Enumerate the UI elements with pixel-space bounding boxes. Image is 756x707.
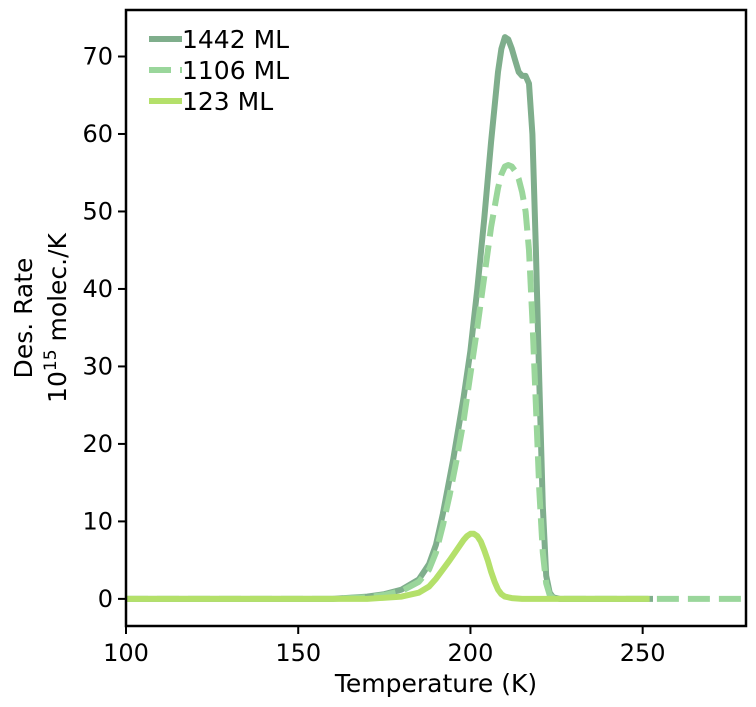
y-axis-label-exponent: 15: [41, 349, 61, 371]
y-tick-label: 70: [82, 42, 113, 70]
legend-label-3: 123 ML: [182, 87, 273, 116]
x-axis-ticks: 100 150 200 250: [103, 626, 666, 667]
legend-label-1: 1442 ML: [182, 25, 289, 54]
y-tick-label: 10: [82, 507, 113, 535]
x-tick-label: 250: [620, 639, 666, 667]
series-line-2: [126, 162, 746, 602]
legend-label-2: 1106 ML: [182, 56, 289, 85]
y-axis-label-base: 10: [43, 371, 72, 403]
x-tick-label: 100: [103, 639, 149, 667]
y-axis-label-line-2: 1015 molec./K: [41, 232, 72, 402]
plot-frame: [124, 8, 748, 628]
y-tick-label: 30: [82, 352, 113, 380]
y-tick-label: 60: [82, 120, 113, 148]
series-line-1: [126, 34, 653, 602]
x-tick-label: 150: [275, 639, 321, 667]
y-axis-label-line-1: Des. Rate: [9, 258, 38, 379]
y-tick-label: 20: [82, 430, 113, 458]
series-layer: [126, 34, 746, 602]
y-axis-label-unit: molec./K: [43, 232, 72, 349]
y-axis-ticks: 0 10 20 30 40 50 60 70: [82, 42, 126, 613]
y-tick-label: 0: [98, 585, 113, 613]
y-tick-label: 40: [82, 275, 113, 303]
series-line-3: [126, 530, 650, 602]
x-axis-label: Temperature (K): [334, 669, 537, 698]
x-tick-label: 200: [448, 639, 494, 667]
y-tick-label: 50: [82, 197, 113, 225]
